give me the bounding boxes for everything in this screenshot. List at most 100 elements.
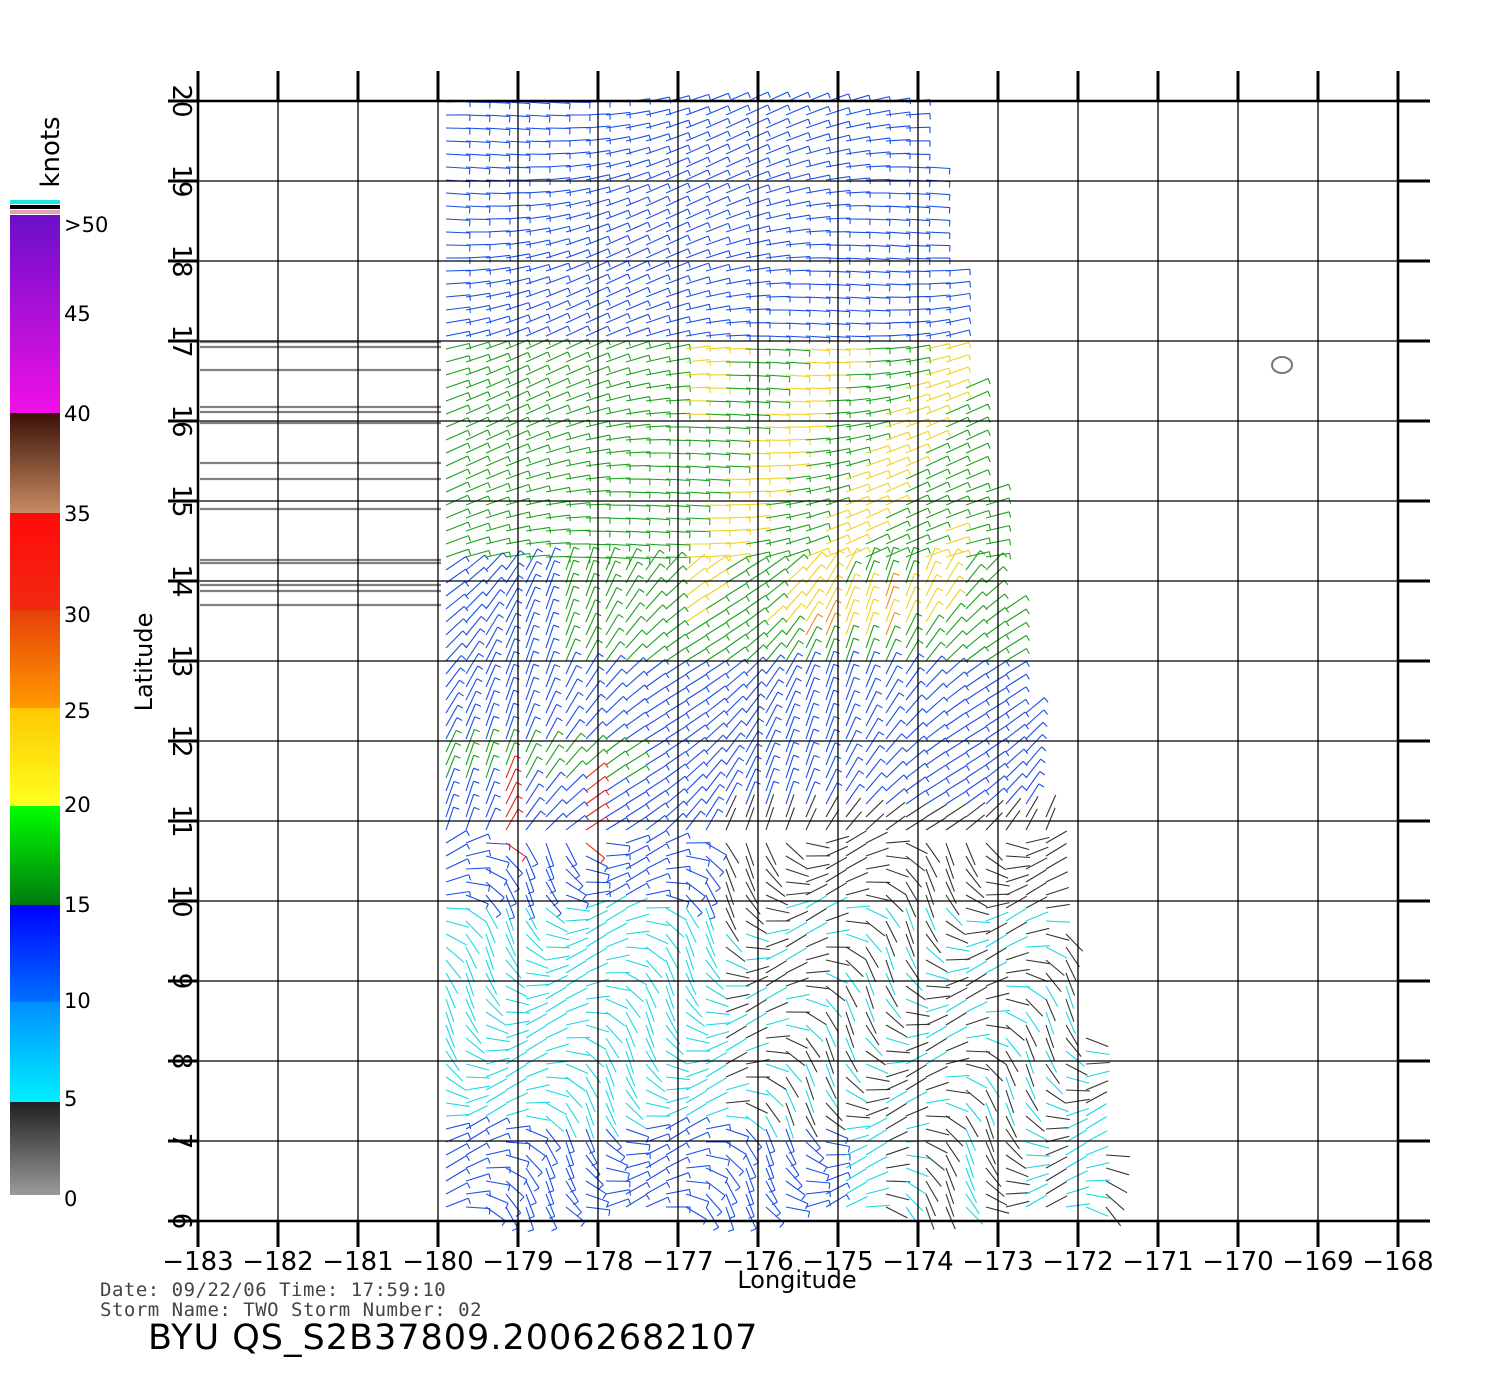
wind-barb: [785, 387, 811, 390]
wind-barb: [565, 1102, 580, 1124]
wind-barb: [925, 894, 935, 918]
wind-barb: [765, 550, 790, 558]
wind-barb-flag: [468, 367, 472, 374]
wind-barb: [925, 404, 949, 415]
wind-barb: [625, 543, 650, 547]
wind-barb-flag: [547, 865, 554, 869]
wind-barb: [465, 1063, 490, 1071]
wind-barb-flag: [757, 730, 764, 735]
wind-barb: [885, 494, 909, 506]
wind-barb: [925, 985, 950, 989]
wind-barb: [445, 755, 456, 779]
colorbar-unit-label: knots: [36, 116, 66, 187]
wind-barb-flag: [591, 1162, 598, 1167]
wind-barb: [1025, 985, 1047, 1000]
wind-barb: [725, 130, 749, 142]
wind-barb-flag: [517, 872, 523, 878]
wind-barb: [845, 471, 869, 480]
wind-barb-flag: [620, 654, 626, 660]
wind-barb: [685, 686, 707, 701]
wind-barb: [485, 677, 496, 701]
wind-barb: [1025, 1128, 1048, 1141]
wind-barb: [705, 608, 727, 623]
wind-barb-flag: [962, 644, 968, 650]
wind-barb: [685, 1147, 710, 1156]
wind-barb-flag: [528, 142, 531, 149]
wind-barb-flag: [874, 547, 881, 551]
wind-barb: [845, 1024, 855, 1048]
wind-barb: [965, 509, 989, 519]
wind-barb-flag: [573, 611, 580, 616]
wind-barb-flag: [747, 197, 751, 204]
wind-barb: [985, 620, 1006, 636]
wind-barb-flag: [787, 104, 791, 111]
wind-barb: [465, 678, 478, 701]
wind-barb: [465, 429, 489, 441]
wind-barb: [905, 494, 929, 506]
wind-barb-flag: [643, 670, 649, 677]
wind-barb: [945, 803, 967, 818]
wind-barb: [925, 842, 941, 863]
wind-barb: [885, 1090, 908, 1104]
wind-barb: [565, 529, 591, 532]
wind-barb: [785, 413, 811, 416]
wind-barb-flag: [486, 1129, 490, 1135]
wind-barb-flag: [782, 617, 788, 623]
wind-barb-flag: [627, 1173, 630, 1180]
wind-barb: [485, 842, 511, 845]
wind-barb: [685, 1078, 708, 1091]
wind-barb: [825, 690, 835, 714]
wind-barb: [725, 671, 745, 688]
wind-barb: [885, 1024, 908, 1038]
wind-barb-flag: [487, 442, 491, 449]
wind-barb-flag: [903, 774, 909, 780]
wind-barb: [825, 1102, 843, 1122]
wind-barb: [565, 1036, 591, 1039]
wind-barb: [925, 367, 950, 376]
wind-barb: [545, 431, 569, 441]
wind-barb: [945, 536, 969, 545]
wind-barb-flag: [940, 641, 946, 647]
wind-barb: [545, 1012, 568, 1026]
wind-barb: [625, 183, 649, 194]
wind-barb: [605, 260, 629, 272]
wind-barb: [605, 273, 629, 285]
wind-barb: [905, 520, 929, 532]
wind-barb: [745, 920, 767, 934]
wind-barb: [1025, 1063, 1035, 1087]
wind-barb: [945, 1128, 964, 1147]
wind-barb: [885, 788, 905, 805]
wind-barb-flag: [687, 275, 691, 282]
wind-barb: [445, 1037, 458, 1060]
wind-barb-flag: [1005, 750, 1010, 757]
wind-barb: [525, 554, 550, 558]
wind-barb: [745, 644, 765, 662]
wind-barb: [605, 560, 616, 584]
wind-barb: [685, 1024, 708, 1036]
wind-barb: [805, 1037, 821, 1058]
wind-barb: [1005, 797, 1022, 818]
wind-barb-flag: [948, 380, 952, 387]
wind-barb: [905, 803, 927, 818]
wind-barb-flag: [488, 194, 491, 201]
wind-barb: [465, 536, 490, 545]
wind-barb: [1045, 807, 1056, 831]
wind-barb: [725, 842, 740, 864]
wind-barb-flag: [728, 415, 731, 422]
wind-barb: [605, 247, 629, 259]
wind-barb-flag: [1039, 770, 1046, 776]
wind-barb: [1005, 1076, 1015, 1100]
wind-barb-flag: [573, 598, 580, 602]
wind-barb: [725, 732, 742, 753]
wind-barb: [485, 1193, 509, 1204]
wind-barb-flag: [948, 548, 952, 555]
wind-barb: [545, 287, 569, 298]
wind-barb: [685, 156, 709, 168]
wind-barb: [485, 442, 509, 454]
wind-barb-flag: [547, 326, 551, 333]
wind-barb: [585, 947, 608, 961]
wind-barb: [665, 1142, 687, 1156]
wind-barb-flag: [618, 613, 624, 619]
wind-barb: [1005, 1200, 1030, 1208]
wind-barb: [725, 1193, 736, 1217]
